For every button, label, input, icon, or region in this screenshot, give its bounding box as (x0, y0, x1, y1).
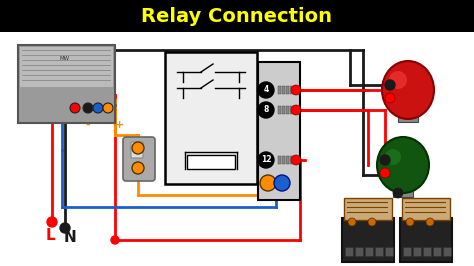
Circle shape (132, 142, 144, 154)
Text: L: L (45, 228, 55, 243)
FancyBboxPatch shape (400, 218, 452, 262)
FancyBboxPatch shape (187, 155, 235, 169)
Text: 4: 4 (264, 85, 269, 94)
Circle shape (291, 105, 301, 115)
Text: Relay Connection: Relay Connection (142, 6, 332, 26)
FancyBboxPatch shape (278, 156, 281, 164)
FancyBboxPatch shape (398, 112, 418, 122)
Circle shape (406, 218, 414, 226)
Circle shape (274, 175, 290, 191)
FancyBboxPatch shape (278, 106, 281, 114)
Circle shape (260, 175, 276, 191)
Circle shape (83, 103, 93, 113)
FancyBboxPatch shape (434, 247, 441, 256)
FancyBboxPatch shape (282, 156, 285, 164)
FancyBboxPatch shape (294, 86, 297, 94)
Text: 8: 8 (264, 106, 269, 114)
FancyBboxPatch shape (131, 142, 143, 158)
Circle shape (103, 103, 113, 113)
Circle shape (368, 218, 376, 226)
Ellipse shape (377, 137, 429, 193)
FancyBboxPatch shape (290, 156, 293, 164)
Ellipse shape (382, 61, 434, 119)
FancyBboxPatch shape (403, 247, 411, 256)
FancyBboxPatch shape (294, 106, 297, 114)
FancyBboxPatch shape (385, 247, 393, 256)
FancyBboxPatch shape (294, 156, 297, 164)
FancyBboxPatch shape (290, 86, 293, 94)
FancyBboxPatch shape (0, 0, 474, 32)
FancyBboxPatch shape (20, 47, 113, 87)
FancyBboxPatch shape (286, 156, 289, 164)
Text: MW: MW (60, 56, 70, 61)
FancyBboxPatch shape (282, 86, 285, 94)
Circle shape (380, 155, 390, 165)
Circle shape (385, 93, 395, 103)
Text: +: + (115, 120, 125, 130)
Circle shape (426, 218, 434, 226)
FancyBboxPatch shape (342, 218, 394, 262)
Ellipse shape (389, 71, 407, 89)
FancyBboxPatch shape (393, 187, 413, 197)
FancyBboxPatch shape (356, 247, 364, 256)
FancyBboxPatch shape (282, 106, 285, 114)
Circle shape (258, 152, 274, 168)
FancyBboxPatch shape (365, 247, 374, 256)
Circle shape (70, 103, 80, 113)
FancyBboxPatch shape (413, 247, 421, 256)
Circle shape (111, 236, 119, 244)
FancyBboxPatch shape (258, 62, 300, 200)
FancyBboxPatch shape (123, 137, 155, 181)
FancyBboxPatch shape (165, 52, 257, 184)
Circle shape (93, 103, 103, 113)
FancyBboxPatch shape (444, 247, 452, 256)
FancyBboxPatch shape (18, 45, 115, 123)
FancyBboxPatch shape (278, 86, 281, 94)
Text: -: - (86, 120, 91, 130)
Circle shape (60, 223, 70, 233)
FancyBboxPatch shape (402, 198, 450, 220)
FancyBboxPatch shape (286, 106, 289, 114)
Text: N: N (64, 230, 76, 245)
Circle shape (385, 80, 395, 90)
FancyBboxPatch shape (346, 247, 354, 256)
Circle shape (47, 217, 57, 227)
Circle shape (291, 85, 301, 95)
Circle shape (291, 155, 301, 165)
Circle shape (393, 188, 403, 198)
FancyBboxPatch shape (423, 247, 431, 256)
Circle shape (258, 82, 274, 98)
Ellipse shape (385, 149, 401, 165)
FancyBboxPatch shape (375, 247, 383, 256)
FancyBboxPatch shape (290, 106, 293, 114)
FancyBboxPatch shape (344, 198, 392, 220)
FancyBboxPatch shape (0, 32, 474, 266)
Circle shape (380, 168, 390, 178)
Circle shape (348, 218, 356, 226)
FancyBboxPatch shape (286, 86, 289, 94)
Circle shape (132, 162, 144, 174)
Text: 12: 12 (261, 156, 271, 164)
Circle shape (258, 102, 274, 118)
